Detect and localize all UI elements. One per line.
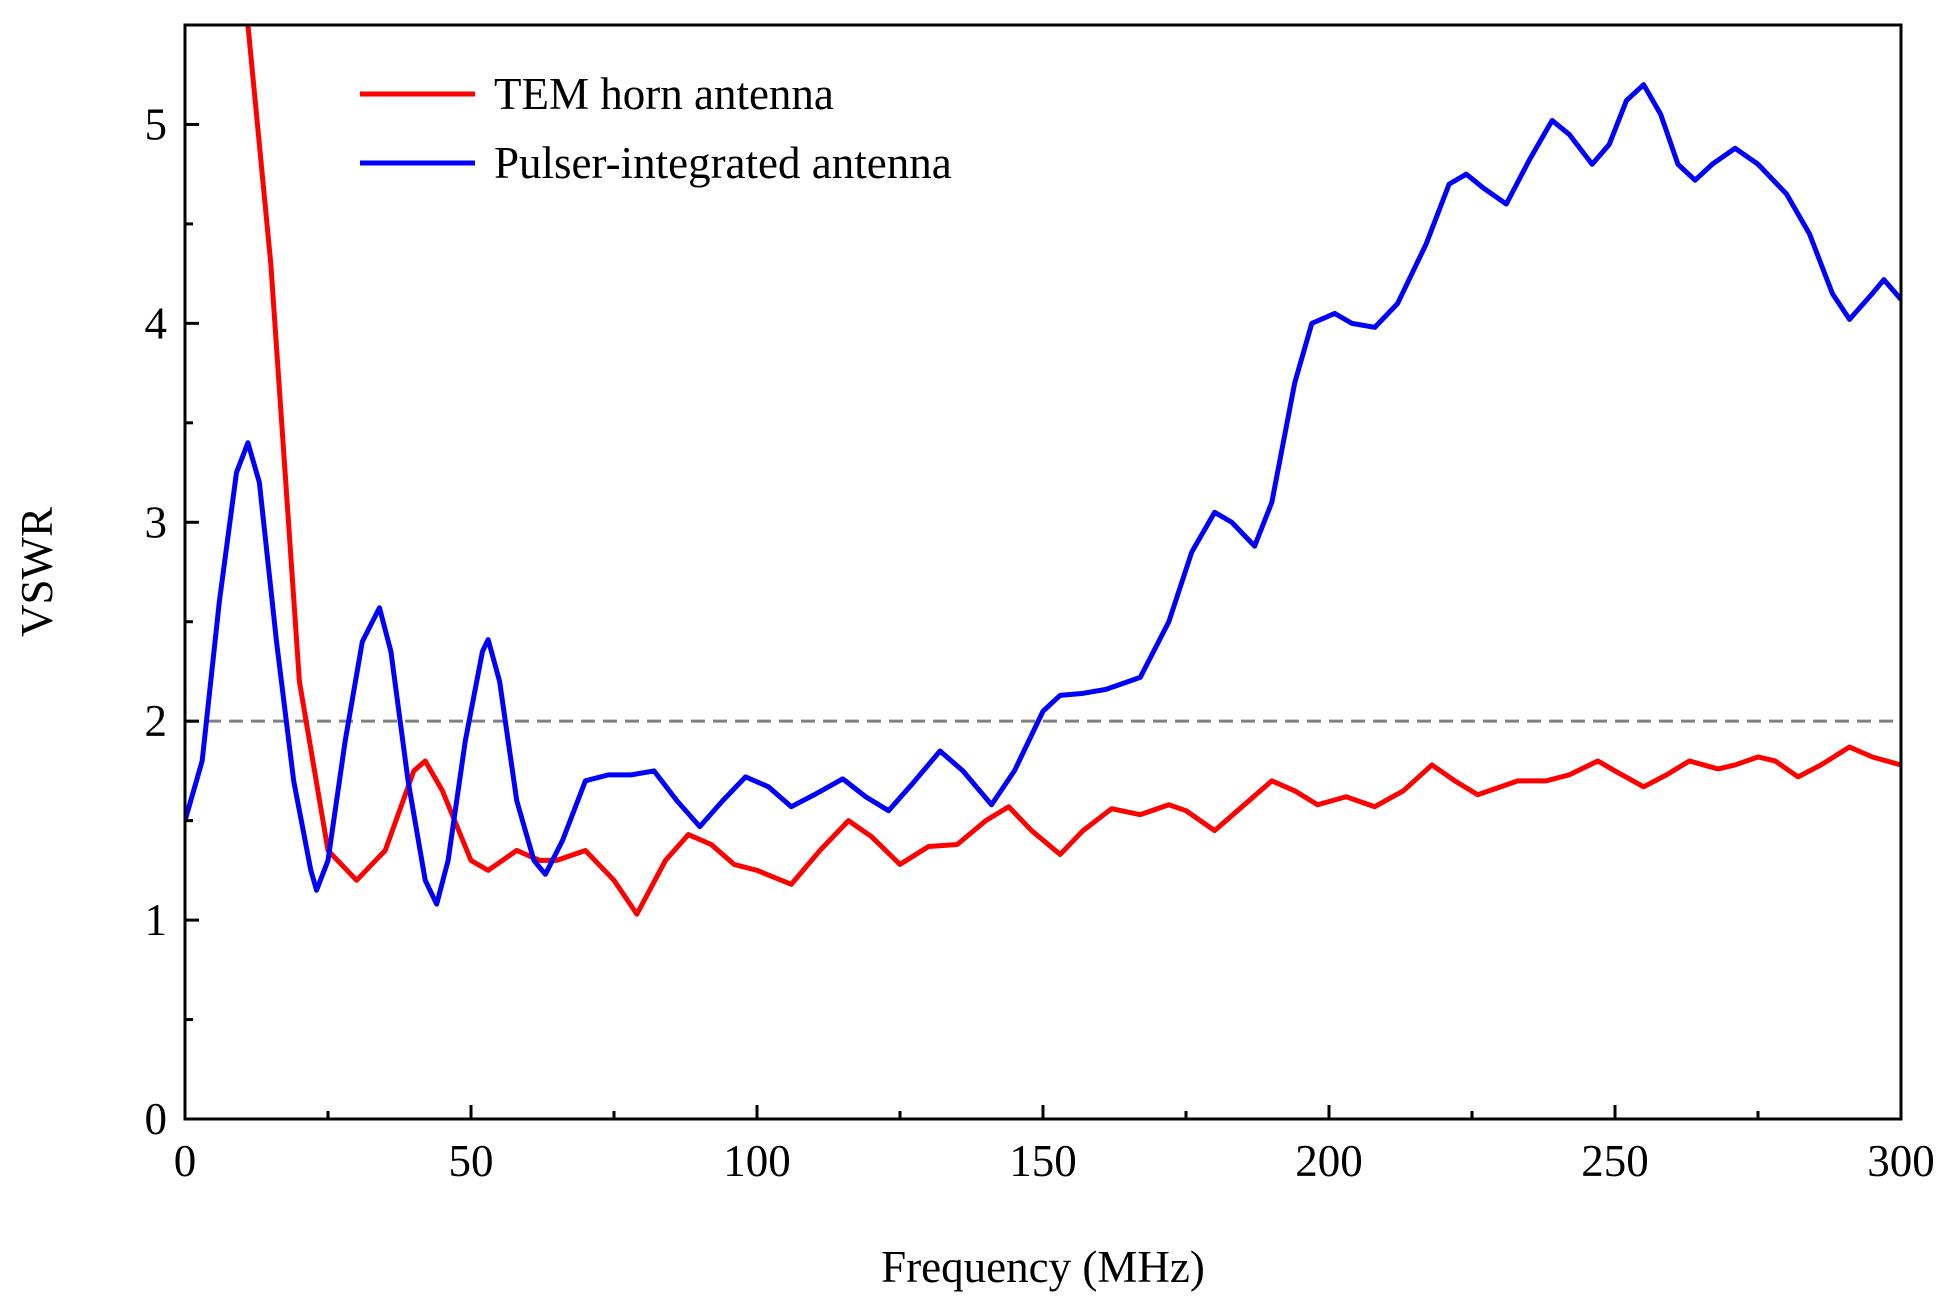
y-axis-label: VSWR: [12, 507, 62, 637]
y-tick-label: 3: [145, 497, 168, 547]
plot-frame: [183, 23, 1903, 1121]
x-tick-label: 200: [1295, 1136, 1363, 1186]
data-line: [245, 25, 1901, 917]
x-axis-label: Frequency (MHz): [881, 1242, 1205, 1292]
x-tick-label: 300: [1867, 1136, 1935, 1186]
x-tick-label: 50: [449, 1136, 494, 1186]
legend-label: TEM horn antenna: [494, 69, 834, 119]
x-tick-label: 0: [174, 1136, 197, 1186]
x-tick-label: 150: [1009, 1136, 1077, 1186]
y-tick-label: 1: [145, 895, 168, 945]
data-line: [185, 82, 1901, 907]
legend-label: Pulser-integrated antenna: [494, 138, 952, 188]
x-tick-label: 100: [723, 1136, 791, 1186]
y-tick-label: 4: [145, 298, 168, 348]
y-tick-label: 0: [145, 1094, 168, 1144]
y-tick-label: 5: [145, 99, 168, 149]
x-tick-label: 250: [1581, 1136, 1649, 1186]
y-tick-label: 2: [145, 696, 168, 746]
